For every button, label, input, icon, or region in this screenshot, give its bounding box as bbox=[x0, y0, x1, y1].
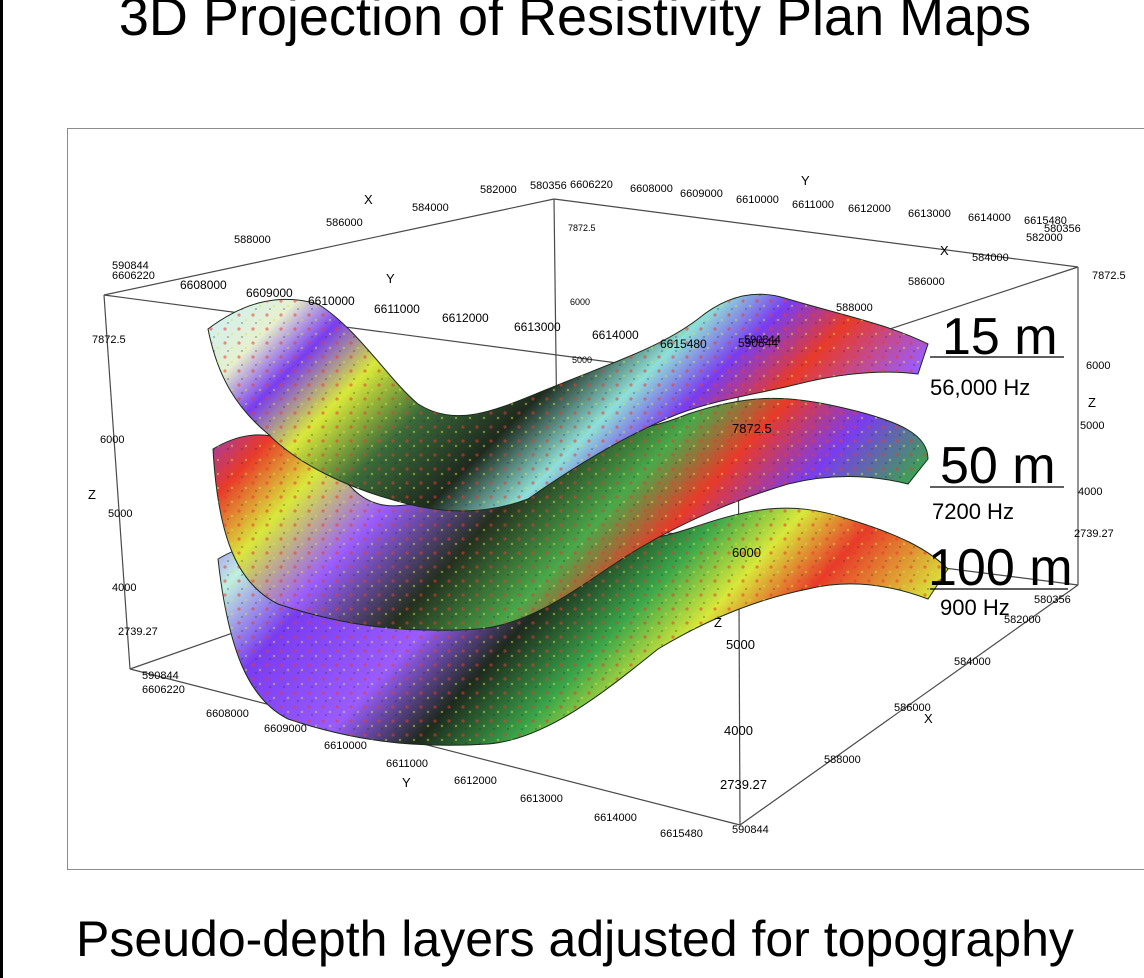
y-tick-bottom: 590844 bbox=[142, 670, 179, 682]
depth-label: 50 m bbox=[940, 437, 1056, 495]
y-tick-bottom: 6608000 bbox=[206, 708, 249, 720]
z-tick-right: 6000 bbox=[1086, 360, 1110, 372]
y-tick-inner: 6608000 bbox=[180, 278, 227, 292]
x-tick-bottom: 584000 bbox=[954, 656, 991, 668]
layer-15m-surface bbox=[207, 293, 929, 512]
z-tick-right: 7872.5 bbox=[1092, 270, 1126, 282]
y-tick-bottom: 6610000 bbox=[324, 740, 367, 752]
y-tick-inner: 6613000 bbox=[514, 320, 561, 334]
z-tick-right: 4000 bbox=[1078, 486, 1102, 498]
y-tick-inner: 6611000 bbox=[374, 302, 420, 316]
x-tick-bottom: 588000 bbox=[824, 754, 861, 766]
x-axis-title-bottom: X bbox=[924, 711, 933, 726]
z-tick-left: 2739.27 bbox=[118, 626, 158, 638]
y-tick-top: 6609000 bbox=[680, 188, 723, 200]
z-axis-title-right: Z bbox=[1088, 395, 1096, 410]
y-axis-title-top: Y bbox=[801, 173, 810, 188]
z-tick-front: 6000 bbox=[732, 545, 761, 560]
z-tick-left: 7872.5 bbox=[92, 334, 126, 346]
x-tick-right: 586000 bbox=[908, 276, 945, 288]
slide-caption: Pseudo-depth layers adjusted for topogra… bbox=[76, 911, 1074, 967]
x-tick-top: 580356 bbox=[530, 180, 567, 192]
y-tick-top: 6608000 bbox=[630, 183, 673, 195]
x-tick-right: 584000 bbox=[972, 252, 1009, 264]
frequency-label: 56,000 Hz bbox=[930, 375, 1030, 400]
y-axis-title-inner: Y bbox=[386, 271, 395, 286]
y-tick-bottom: 6615480 bbox=[660, 828, 703, 840]
x-tick-right: 590844 bbox=[744, 334, 781, 346]
box-edge bbox=[103, 294, 131, 670]
frequency-label: 7200 Hz bbox=[932, 499, 1014, 524]
box-edge bbox=[553, 198, 1079, 268]
x-tick-right: 588000 bbox=[836, 302, 873, 314]
layer-label-50m: 50 m 7200 Hz bbox=[930, 437, 1064, 524]
depth-label: 15 m bbox=[942, 308, 1058, 366]
z-tick-right: 5000 bbox=[1080, 420, 1104, 432]
y-tick-bottom: 6613000 bbox=[520, 793, 563, 805]
y-tick-top: 6614000 bbox=[968, 212, 1011, 224]
box-edge bbox=[129, 668, 741, 826]
x-tick-bottom: 580356 bbox=[1034, 594, 1071, 606]
x-tick-top: 586000 bbox=[326, 217, 363, 229]
z-axis-title-left: Z bbox=[88, 487, 96, 502]
y-tick-top: 6615480 bbox=[1024, 215, 1067, 227]
box-edge bbox=[739, 584, 1079, 826]
y-tick-top: 6613000 bbox=[908, 208, 951, 220]
z-tick-back: 5000 bbox=[572, 355, 592, 365]
y-tick-top: 6612000 bbox=[848, 203, 891, 215]
z-tick-front: 4000 bbox=[724, 723, 753, 738]
y-tick-bottom: 6614000 bbox=[594, 812, 637, 824]
y-tick-corner: 6606220 bbox=[112, 270, 155, 282]
y-tick-top: 6611000 bbox=[792, 199, 834, 211]
x-tick-top: 582000 bbox=[480, 184, 517, 196]
x-tick-inner: 590844 bbox=[738, 336, 778, 350]
x-axis-title-right: X bbox=[940, 243, 949, 258]
y-tick-inner: 6614000 bbox=[592, 328, 639, 342]
tick-labels: 590844 588000 586000 584000 582000 58035… bbox=[92, 179, 1126, 840]
x-axis-title-top: X bbox=[364, 192, 373, 207]
y-tick-top: 6610000 bbox=[736, 194, 779, 206]
z-axis-title-front: Z bbox=[714, 615, 722, 630]
y-tick-bottom: 6609000 bbox=[264, 723, 307, 735]
z-tick-left: 6000 bbox=[100, 434, 124, 446]
layer-label-15m: 15 m 56,000 Hz bbox=[930, 308, 1064, 400]
y-tick-top: 6606220 bbox=[570, 179, 613, 191]
z-tick-back: 7872.5 bbox=[568, 223, 596, 233]
box-edge bbox=[103, 198, 555, 296]
y-tick-bottom: 6612000 bbox=[454, 775, 497, 787]
z-tick-back: 6000 bbox=[570, 297, 590, 307]
x-tick-right: 580356 bbox=[1044, 223, 1081, 235]
z-tick-front: 2739.27 bbox=[720, 777, 767, 792]
layer-label-100m: 100 m 900 Hz bbox=[928, 539, 1073, 620]
z-tick-front: 7872.5 bbox=[732, 421, 772, 436]
z-tick-left: 4000 bbox=[112, 582, 136, 594]
z-tick-front: 5000 bbox=[726, 637, 755, 652]
y-tick-inner: 6609000 bbox=[246, 286, 293, 300]
depth-label: 100 m bbox=[928, 539, 1073, 597]
resistivity-3d-figure: X Y Y X Z Z Z Y X 590844 588000 586000 5… bbox=[67, 128, 1144, 870]
z-tick-right: 2739.27 bbox=[1074, 528, 1114, 540]
x-tick-bottom: 586000 bbox=[894, 702, 931, 714]
x-tick-bottom: 582000 bbox=[1004, 614, 1041, 626]
frequency-label: 900 Hz bbox=[940, 595, 1010, 620]
x-tick-top: 590844 bbox=[112, 260, 149, 272]
y-tick-inner: 6612000 bbox=[442, 311, 489, 325]
y-tick-inner: 6610000 bbox=[308, 294, 355, 308]
x-tick-right: 582000 bbox=[1026, 232, 1063, 244]
resistivity-3d-plot: X Y Y X Z Z Z Y X 590844 588000 586000 5… bbox=[88, 173, 1126, 840]
slide-title: 3D Projection of Resistivity Plan Maps bbox=[118, 0, 1032, 47]
z-tick-left: 5000 bbox=[108, 508, 132, 520]
y-tick-bottom: 6606220 bbox=[142, 684, 185, 696]
y-tick-bottom: 6611000 bbox=[386, 758, 428, 770]
y-axis-title-bottom: Y bbox=[402, 775, 411, 790]
x-tick-top: 588000 bbox=[234, 234, 271, 246]
x-tick-top: 584000 bbox=[412, 202, 449, 214]
axis-titles: X Y Y X Z Z Z Y X bbox=[88, 173, 1096, 790]
y-tick-inner: 6615480 bbox=[660, 337, 707, 351]
x-tick-bottom-corner: 590844 bbox=[732, 824, 769, 836]
